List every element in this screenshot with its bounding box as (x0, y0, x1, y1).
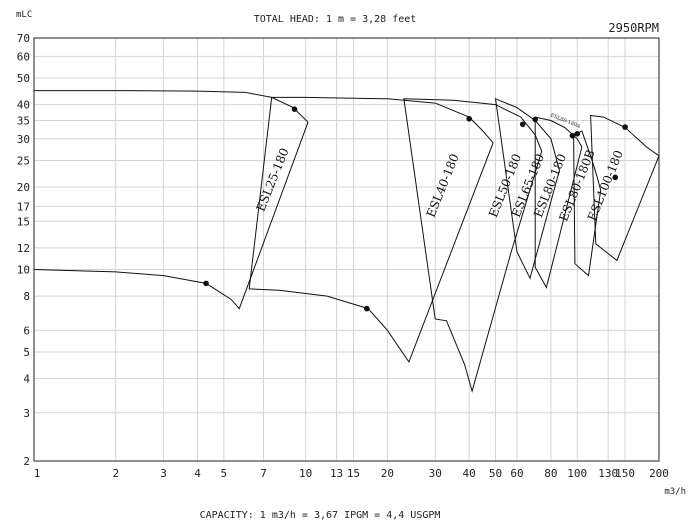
y-tick-label: 70 (17, 32, 30, 45)
grid (33, 37, 660, 462)
bep-point-esl80-180b (612, 174, 619, 181)
bep-point-esl40-180 (364, 305, 370, 312)
y-tick-label: 5 (23, 346, 30, 359)
y-tick-label: 10 (17, 264, 30, 277)
curve-esl80-180 (534, 116, 583, 289)
bep-point-esl80-180 (569, 132, 576, 139)
x-tick-label: 100 (567, 467, 587, 480)
plot-frame (33, 37, 660, 462)
x-tick-label: 200 (649, 467, 669, 480)
chart-title: TOTAL HEAD: 1 m = 3,28 feet (254, 14, 417, 25)
bep-points (203, 106, 628, 312)
curve-esl50-180 (403, 98, 543, 393)
curve-esl25-180 (33, 90, 309, 310)
x-tick-label: 1 (34, 467, 41, 480)
bep-point-esl25-180 (291, 106, 298, 112)
y-tick-label: 2 (23, 455, 30, 468)
y-tick-label: 3 (23, 407, 30, 420)
y-tick-label: 17 (17, 200, 30, 213)
x-tick-label: 15 (347, 467, 360, 480)
bep-point-esl65-180 (532, 116, 538, 123)
y-tick-label: 6 (23, 324, 30, 337)
curve-esl100-180 (590, 114, 660, 262)
x-tick-label: 130 (598, 467, 618, 480)
y-tick-label: 25 (17, 154, 30, 167)
x-tick-label: 5 (221, 467, 228, 480)
y-axis-label: mLC (16, 10, 32, 20)
x-tick-label: 150 (615, 467, 635, 480)
y-tick-label: 30 (17, 133, 30, 146)
y-tick-label: 60 (17, 50, 30, 63)
y-tick-label: 4 (23, 373, 30, 386)
bep-point-esl25-180 (203, 280, 209, 287)
series-label-esl40-180: ESL40-180 (424, 152, 462, 220)
x-tick-label: 2 (112, 467, 119, 480)
curve-esl40-180 (248, 96, 494, 363)
x-tick-label: 10 (299, 467, 312, 480)
x-tick-label: 3 (160, 467, 167, 480)
x-tick-label: 4 (194, 467, 201, 480)
bep-point-esl40-180 (466, 115, 472, 122)
y-tick-label: 8 (23, 290, 30, 303)
y-tick-label: 20 (17, 181, 30, 194)
x-tick-label: 30 (429, 467, 442, 480)
y-tick-label: 50 (17, 72, 30, 85)
bep-point-esl80-180b (574, 130, 581, 137)
y-tick-label: 40 (17, 99, 30, 112)
series-label-esl25-180: ESL25-180 (254, 146, 292, 214)
x-tick-label: 40 (463, 467, 476, 480)
x-tick-label: 20 (381, 467, 394, 480)
y-tick-label: 15 (17, 215, 30, 228)
capacity-footnote: CAPACITY: 1 m3/h = 3,67 IPGM = 4,4 USGPM (200, 510, 441, 521)
speed-label: 2950RPM (608, 21, 659, 35)
x-tick-label: 80 (544, 467, 557, 480)
y-tick-label: 35 (17, 114, 30, 127)
curves (33, 90, 660, 393)
curve-esl65-180 (494, 98, 560, 280)
bep-point-esl50-180 (519, 121, 526, 128)
bep-point-esl100-180 (622, 124, 628, 130)
x-tick-label: 7 (260, 467, 267, 480)
x-axis-label: m3/h (664, 487, 686, 497)
x-tick-label: 13 (330, 467, 343, 480)
x-tick-label: 60 (510, 467, 523, 480)
x-tick-label: 50 (489, 467, 502, 480)
y-tick-label: 12 (17, 242, 30, 255)
curve-esl80-180b (573, 130, 602, 277)
